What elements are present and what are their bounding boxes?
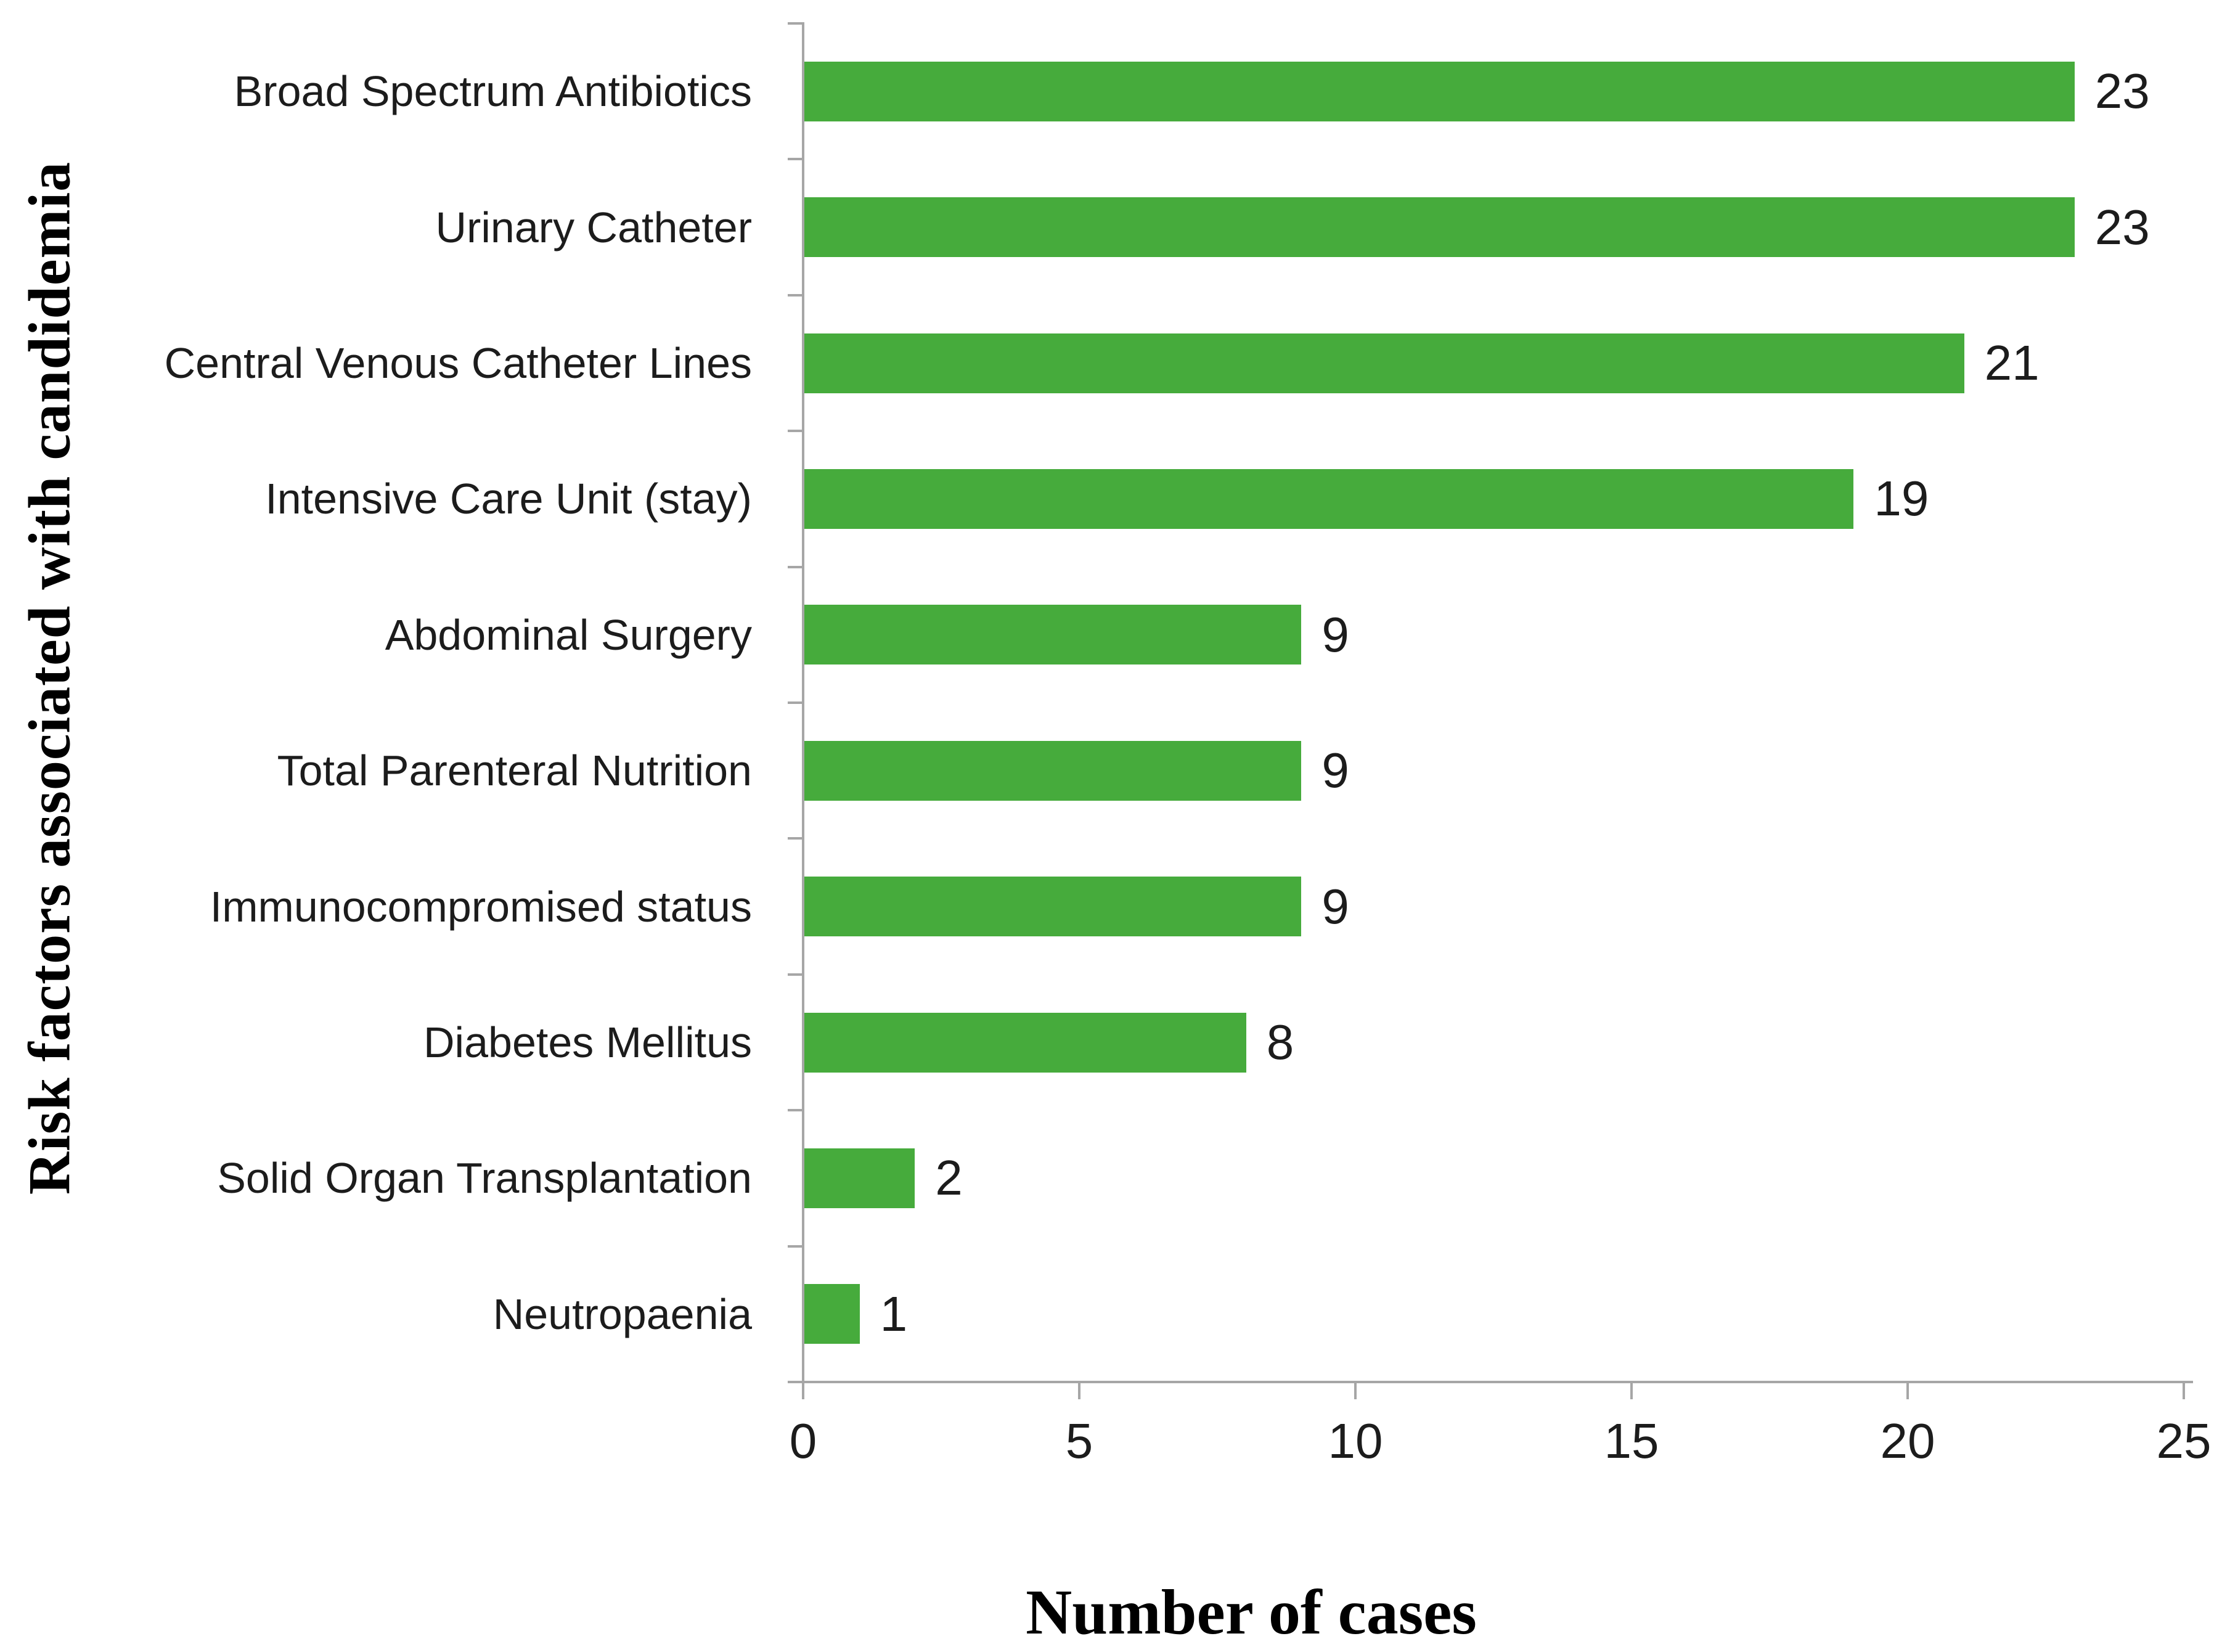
category-label: Immunocompromised status [210, 882, 752, 931]
category-label: Diabetes Mellitus [423, 1018, 752, 1067]
category-label: Solid Organ Transplantation [217, 1154, 752, 1203]
bar-row: 9 [804, 703, 2185, 838]
x-tick-label: 15 [1604, 1413, 1659, 1468]
bar-row: 23 [804, 23, 2185, 159]
y-axis-line [802, 23, 804, 1398]
bar-value-label: 23 [2094, 63, 2150, 119]
bar [804, 197, 2075, 258]
bar-row: 9 [804, 567, 2185, 703]
bar [804, 740, 1302, 801]
bar-value-label: 21 [1984, 335, 2040, 391]
bar [804, 1284, 860, 1344]
plot-area: 23 23 21 19 9 9 9 8 2 1 [804, 23, 2185, 1382]
category-label: Neutropaenia [492, 1290, 752, 1338]
x-tick-mark [1078, 1383, 1080, 1399]
y-tick-mark [788, 293, 804, 296]
y-tick-mark [788, 1381, 804, 1383]
y-tick-mark [788, 1245, 804, 1248]
x-axis-title: Number of cases [1026, 1577, 1477, 1648]
x-tick-label: 0 [789, 1413, 817, 1468]
x-tick-mark [1354, 1383, 1357, 1399]
bar [804, 333, 1964, 393]
y-tick-mark [788, 973, 804, 976]
bar-value-label: 9 [1321, 607, 1349, 662]
x-tick-mark [802, 1383, 804, 1399]
x-tick-mark [2183, 1383, 2185, 1399]
bar [804, 605, 1302, 665]
bar [804, 1012, 1246, 1073]
bar-value-label: 2 [935, 1150, 963, 1206]
bar-row: 19 [804, 431, 2185, 566]
bar-row: 8 [804, 975, 2185, 1110]
bar-value-label: 1 [880, 1286, 908, 1341]
bar [804, 61, 2075, 121]
x-tick-mark [1630, 1383, 1633, 1399]
x-tick-label: 10 [1328, 1413, 1383, 1468]
y-tick-mark [788, 837, 804, 840]
bar-value-label: 9 [1321, 743, 1349, 798]
bar-value-label: 23 [2094, 199, 2150, 255]
bar [804, 877, 1302, 937]
bar [804, 468, 1854, 529]
x-tick-label: 20 [1880, 1413, 1935, 1468]
bar-row: 1 [804, 1246, 2185, 1382]
bar [804, 1148, 915, 1208]
x-tick-label: 25 [2156, 1413, 2212, 1468]
y-tick-mark [788, 430, 804, 433]
bar-value-label: 9 [1321, 878, 1349, 934]
y-tick-mark [788, 22, 804, 25]
bar-row: 2 [804, 1110, 2185, 1246]
y-tick-mark [788, 701, 804, 704]
bar-row: 21 [804, 295, 2185, 431]
category-label: Intensive Care Unit (stay) [265, 475, 752, 523]
x-tick-mark [1906, 1383, 1909, 1399]
category-label: Abdominal Surgery [385, 610, 752, 659]
x-tick-label: 5 [1065, 1413, 1093, 1468]
bar-value-label: 19 [1874, 471, 1929, 526]
y-tick-mark [788, 1109, 804, 1112]
category-label: Urinary Catheter [435, 203, 752, 251]
category-label: Broad Spectrum Antibiotics [234, 67, 752, 116]
category-axis-labels: Broad Spectrum Antibiotics Urinary Cathet… [0, 23, 752, 1382]
bar-value-label: 8 [1266, 1015, 1294, 1070]
category-label: Total Parenteral Nutrition [277, 746, 752, 795]
x-axis-line [788, 1381, 2193, 1383]
y-tick-mark [788, 158, 804, 161]
category-label: Central Venous Catheter Lines [164, 339, 752, 388]
bar-row: 9 [804, 838, 2185, 974]
y-tick-mark [788, 565, 804, 568]
bar-row: 23 [804, 159, 2185, 295]
